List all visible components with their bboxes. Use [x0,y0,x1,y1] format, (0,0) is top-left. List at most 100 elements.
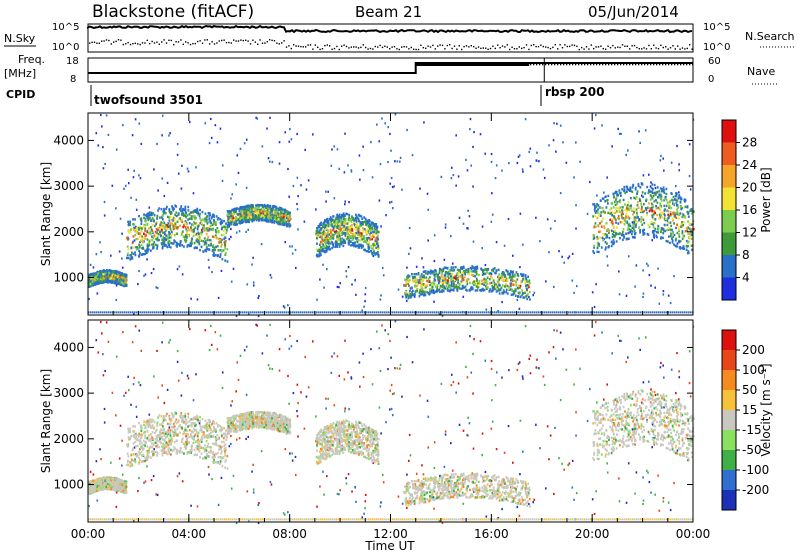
power-cell [211,213,214,217]
power-cell [252,212,255,215]
power-cell [347,226,349,229]
power-cell [670,232,672,235]
power-cell [418,291,421,295]
power-cell [235,222,238,225]
power-cell [176,268,179,271]
power-cell [337,231,339,235]
noise-search-point [480,47,482,50]
power-cell [161,177,164,180]
power-cell [329,233,332,236]
power-cell [370,221,373,224]
power-cell [288,140,291,143]
power-cell [642,203,645,206]
power-cell [456,272,459,275]
power-cell [635,195,638,199]
noise-search-point [350,46,352,48]
power-cell [281,221,284,224]
power-cell [231,193,234,196]
power-cell [447,274,449,277]
power-cell [438,281,440,285]
noise-search-point [103,40,105,42]
power-cell [333,197,336,200]
power-cell [256,212,259,216]
power-cell [365,222,367,225]
power-cell [366,221,369,225]
power-cell [152,267,155,271]
power-cell [332,233,335,237]
power-cell [596,216,599,220]
noise-search-point [449,44,451,46]
power-cell [602,211,604,214]
power-cell [687,212,690,215]
power-cell [149,230,152,234]
noise-search-point [439,44,441,46]
power-cell [594,225,597,228]
power-cell [690,244,693,247]
power-cell [291,252,294,255]
nave-point [248,72,250,74]
power-cell [374,253,377,256]
power-cell [672,195,675,199]
power-cell [527,285,530,289]
noise-search-point [367,48,369,50]
noise-search-point [242,39,244,42]
power-cell [482,289,485,292]
power-cell [132,176,135,179]
power-cell [214,229,217,232]
power-cell [457,281,459,284]
noise-search-point [525,44,528,46]
power-cell [441,314,444,318]
noise-search-point [89,42,91,44]
power-cell [448,283,451,287]
power-cell [251,213,254,216]
power-cell [121,283,124,287]
power-cell [168,230,170,234]
nave-point [665,64,667,66]
power-cell [238,230,241,233]
power-cell [146,246,149,250]
power-cell [345,275,348,278]
power-cell [143,216,145,220]
power-cell [328,229,331,232]
nave-point [479,64,481,66]
power-cell [246,283,249,286]
noise-search-point [456,48,458,50]
power-cell [139,177,142,180]
nave-point [533,64,535,66]
power-cell [505,288,508,291]
power-cell [252,218,254,221]
power-cell [327,221,329,225]
power-cell [242,220,245,223]
power-cell [529,298,531,301]
noise-search-point [101,40,103,42]
nave-point [455,64,457,66]
nave-point [446,64,448,66]
power-cell [269,214,272,217]
power-cell [215,215,218,218]
noise-search-point [137,43,139,45]
power-cell [193,246,196,250]
power-cell [466,282,469,286]
noise-search-point [691,48,693,50]
power-cell [277,215,280,219]
power-cell [351,227,353,230]
power-cell [448,289,450,292]
power-cell [620,213,623,217]
power-cell [442,282,445,285]
power-cell [349,235,352,238]
power-cell [660,211,662,215]
power-cell [280,211,282,214]
power-cell [439,286,442,289]
power-cell [331,225,334,228]
noise-search-point [415,48,417,51]
power-cell [678,228,681,231]
nave-point [245,72,247,74]
power-cell [260,204,263,207]
power-cell [440,274,443,278]
power-cell [261,205,264,209]
power-cell [420,281,423,285]
power-cell [278,162,281,165]
power-cell [142,246,144,249]
power-cell [423,294,425,297]
power-cell [176,143,179,146]
